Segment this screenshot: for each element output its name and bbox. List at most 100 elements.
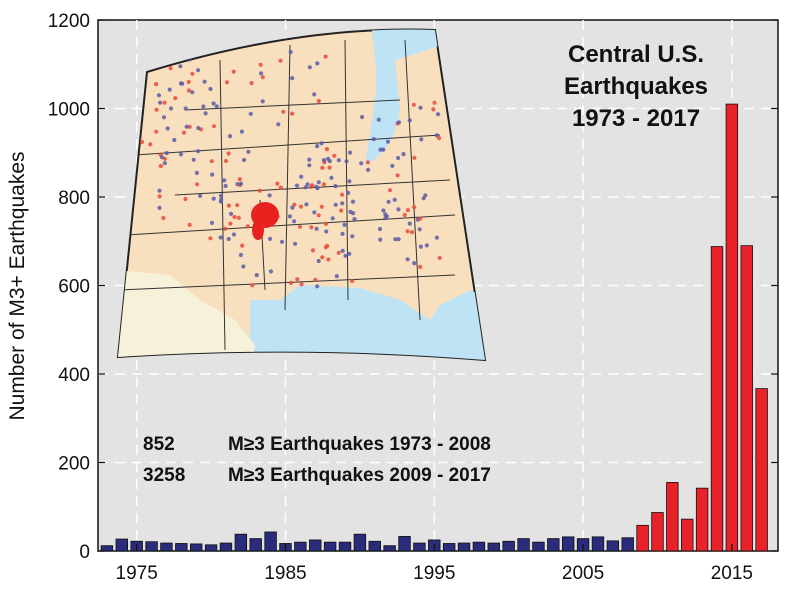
epicenter-dot [156,93,162,98]
epicenter-dot [223,226,228,231]
epicenter-dot [228,221,233,226]
bar-2000 [502,540,515,552]
epicenter-dot [351,211,356,216]
bar-2002 [532,541,545,552]
bar-2007 [606,540,620,552]
epicenter-dot [260,99,265,104]
bar-2006 [591,536,605,552]
epicenter-dot [196,68,201,73]
epicenter-dot [418,264,423,269]
bar-1983 [249,538,262,552]
epicenter-dot [316,98,321,104]
epicenter-dot [314,184,319,189]
epicenter-dot [222,178,227,183]
epicenter-dot [385,139,391,144]
title-line-2: Earthquakes [564,73,708,100]
epicenter-dot [396,207,401,212]
epicenter-dot [417,227,422,232]
epicenter-dot [381,208,386,213]
epicenter-dot [208,86,213,92]
epicenter-dot [154,129,159,134]
bar-2008 [621,537,634,552]
epicenter-dot [327,165,332,170]
epicenter-dot [239,129,244,134]
bars [100,103,768,552]
epicenter-dot [310,183,315,188]
epicenter-dot [162,161,167,166]
epicenter-dot [195,182,200,187]
epicenter-dot [290,111,295,116]
chart-title: Central U.S. Earthquakes 1973 - 2017 [564,41,708,132]
epicenter-dot [258,62,263,67]
epicenter-dot [208,236,213,241]
bar-1997 [457,542,471,552]
epicenter-dot [418,105,423,110]
epicenter-dot [168,66,173,71]
title-line-3: 1973 - 2017 [572,105,700,132]
epicenter-dot [314,226,319,231]
bar-1992 [383,545,396,552]
epicenter-dot [196,149,201,154]
epicenter-dot [178,64,183,69]
epicenter-dot [288,49,293,55]
epicenter-dot [343,253,348,258]
epicenter-dot [387,188,393,193]
epicenter-dot [333,202,338,207]
epicenter-dot [201,104,206,109]
epicenter-dot [412,155,417,160]
bar-1980 [204,544,218,552]
epicenter-dot [423,193,428,198]
epicenter-dot [418,216,423,221]
bar-1999 [487,542,501,552]
epicenter-dot [278,58,283,63]
epicenter-dot [336,250,341,255]
epicenter-dot [342,222,347,227]
gulf-of-mexico [250,285,485,361]
epicenter-dot [226,203,231,208]
epicenter-dot [236,215,241,220]
epicenter-dot [392,197,397,202]
bar-2011 [666,482,679,552]
epicenter-dot [315,144,320,149]
epicenter-dot [162,100,167,105]
epicenter-dot [384,214,389,219]
epicenter-dot [165,126,170,131]
epicenter-dot [267,236,273,241]
epicenter-dot [278,185,283,190]
epicenter-dot [320,255,325,260]
epicenter-dot [219,197,224,202]
epicenter-dot [336,158,341,163]
epicenter-dot [324,147,330,152]
epicenter-dot [231,232,237,237]
epicenter-dot [432,100,437,105]
epicenter-dot [329,175,334,180]
epicenter-dot [378,237,383,242]
epicenter-dot [186,79,191,85]
epicenter-dot [299,174,304,179]
epicenter-dot [437,136,442,141]
epicenter-dot [412,205,417,210]
bar-2012 [681,518,694,552]
bar-2010 [651,512,664,552]
epicenter-dot [245,224,250,229]
epicenter-dot [154,82,159,87]
epicenter-dot [164,151,169,156]
epicenter-dot [344,159,349,164]
mexico [118,270,255,361]
epicenter-dot [418,244,423,249]
bar-2014 [710,246,724,552]
annotation-label-1: M≥3 Earthquakes 1973 - 2008 [228,434,491,455]
epicenter-dot [319,204,324,209]
annotations: 852 M≥3 Earthquakes 1973 - 2008 3258 M≥3… [143,434,491,486]
epicenter-dot [359,161,364,166]
annotation-count-2: 3258 [143,465,185,486]
epicenter-dot [223,158,229,164]
epicenter-dot [178,81,184,86]
epicenter-dot [333,184,338,189]
epicenter-dot [334,274,339,279]
epicenter-dot [198,193,203,198]
bar-1989 [338,541,352,552]
great-lakes [365,29,440,165]
bar-1986 [294,541,307,552]
